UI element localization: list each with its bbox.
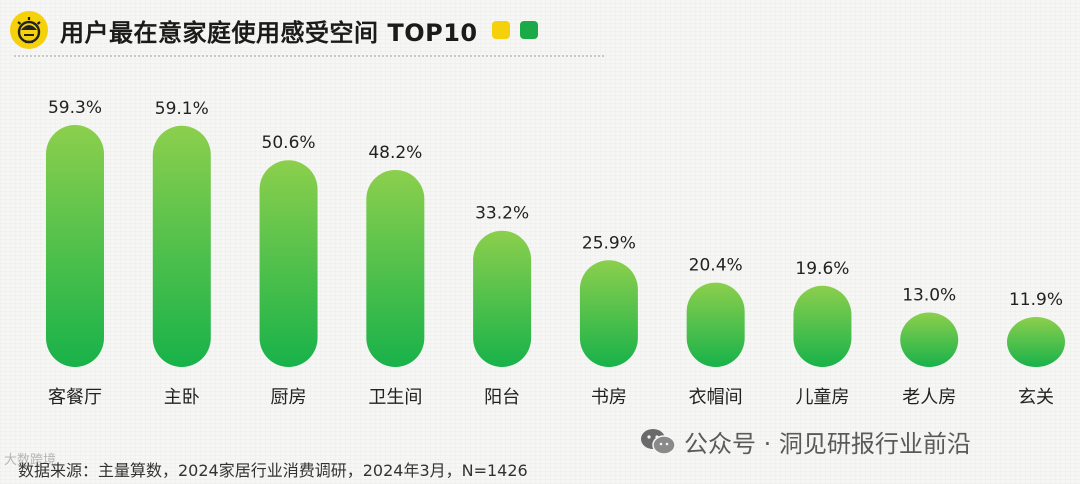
corner-watermark: 大数跨境	[4, 453, 57, 468]
category-label: 阳台	[484, 387, 520, 408]
bar-主卧	[152, 125, 211, 368]
value-label: 50.6%	[262, 133, 316, 153]
value-label: 59.3%	[48, 98, 102, 118]
green-square-icon	[519, 21, 538, 39]
category-label: 衣帽间	[689, 387, 743, 408]
category-label: 卫生间	[368, 387, 422, 408]
value-label: 25.9%	[582, 233, 636, 253]
value-label: 20.4%	[689, 256, 743, 276]
bar-客餐厅	[46, 125, 104, 367]
value-label: 11.9%	[1009, 290, 1063, 310]
bar-儿童房	[793, 285, 852, 367]
category-label: 玄关	[1018, 387, 1054, 408]
category-label: 客餐厅	[48, 387, 102, 408]
category-label: 书房	[591, 387, 627, 408]
bar-卫生间	[366, 169, 425, 367]
bar-阳台	[473, 230, 532, 367]
title-divider	[14, 55, 604, 57]
chart-title: 用户最在意家庭使用感受空间 TOP10	[60, 18, 478, 47]
category-label: 儿童房	[795, 387, 849, 408]
category-label: 老人房	[902, 387, 956, 408]
lightbulb-face-icon	[10, 11, 48, 49]
bar-书房	[579, 260, 638, 367]
data-source: 数据来源：主量算数，2024家居行业消费调研，2024年3月，N=1426	[18, 461, 528, 480]
value-label: 33.2%	[475, 204, 529, 224]
value-label: 48.2%	[368, 143, 422, 163]
value-label: 59.1%	[155, 99, 209, 119]
bar-衣帽间	[686, 282, 745, 367]
value-label: 19.6%	[795, 259, 849, 279]
chart-header: 用户最在意家庭使用感受空间 TOP10	[10, 8, 538, 52]
bar-厨房	[259, 160, 318, 367]
category-label: 主卧	[164, 387, 200, 408]
wechat-icon	[641, 428, 676, 455]
bar-老人房	[900, 312, 959, 367]
yellow-square-icon	[491, 21, 510, 39]
wechat-watermark: 公众号 · 洞见研报行业前沿	[640, 424, 971, 459]
value-label: 13.0%	[902, 286, 956, 306]
watermark-text: 公众号 · 洞见研报行业前沿	[684, 430, 971, 458]
category-label: 厨房	[271, 387, 307, 408]
bar-玄关	[1007, 317, 1065, 367]
